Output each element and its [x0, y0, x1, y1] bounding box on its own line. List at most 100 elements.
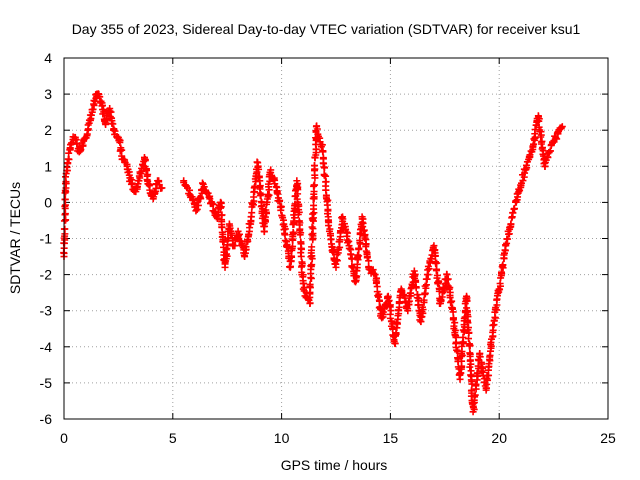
data-point [65, 155, 73, 163]
data-point [308, 223, 316, 231]
data-point [309, 210, 317, 218]
data-point [425, 265, 433, 273]
data-point [325, 222, 333, 230]
data-point [552, 134, 560, 142]
data-point [483, 380, 491, 388]
data-point [476, 353, 484, 361]
data-point [546, 147, 554, 155]
data-point [267, 169, 275, 177]
data-point [502, 241, 510, 249]
data-point [553, 135, 561, 143]
data-point [200, 183, 208, 191]
y-tick-label: 4 [44, 50, 52, 66]
data-point [522, 161, 530, 169]
data-point [319, 147, 327, 155]
data-point [339, 215, 347, 223]
data-point [378, 310, 386, 318]
data-point [223, 245, 231, 253]
data-point [448, 297, 456, 305]
data-point [365, 257, 373, 265]
x-tick-label: 10 [274, 430, 290, 446]
data-point [374, 292, 382, 300]
data-point [465, 329, 473, 337]
data-point [446, 291, 454, 299]
data-point [447, 298, 455, 306]
data-point [226, 222, 234, 230]
data-point [235, 230, 243, 238]
data-point [196, 193, 204, 201]
y-tick-label: 1 [44, 158, 52, 174]
data-point [439, 283, 447, 291]
data-point [479, 368, 487, 376]
y-tick-label: -1 [40, 231, 53, 247]
y-tick-label: -4 [40, 339, 53, 355]
data-point [499, 261, 507, 269]
data-point [432, 267, 440, 275]
data-point [459, 333, 467, 341]
data-point [512, 197, 520, 205]
data-point [255, 173, 263, 181]
data-point [466, 342, 474, 350]
data-point [418, 303, 426, 311]
data-point [337, 228, 345, 236]
data-point [193, 205, 201, 213]
data-point [355, 252, 363, 260]
data-point [288, 253, 296, 261]
x-tick-label: 0 [60, 430, 68, 446]
data-point [306, 290, 314, 298]
data-point [379, 308, 387, 316]
data-point [338, 214, 346, 222]
chart-title: Day 355 of 2023, Sidereal Day-to-day VTE… [72, 21, 581, 37]
data-point [371, 271, 379, 279]
data-point [471, 391, 479, 399]
data-point [158, 184, 166, 192]
data-point [511, 205, 519, 213]
data-point [465, 335, 473, 343]
data-point [141, 157, 149, 165]
data-point [65, 149, 73, 157]
data-point [433, 259, 441, 267]
x-tick-label: 20 [491, 430, 507, 446]
data-point [217, 204, 225, 212]
data-point [309, 225, 317, 233]
y-tick-label: -6 [40, 411, 53, 427]
y-tick-label: -5 [40, 375, 53, 391]
data-point [310, 162, 318, 170]
data-point [192, 207, 200, 215]
data-point [261, 213, 269, 221]
data-point [142, 165, 150, 173]
data-point [306, 280, 314, 288]
data-point [485, 362, 493, 370]
data-point [298, 260, 306, 268]
data-point [498, 270, 506, 278]
data-point [128, 179, 136, 187]
y-axis-label: SDTVAR / TECUs [7, 182, 23, 294]
data-point [295, 208, 303, 216]
data-point [496, 286, 504, 294]
grid [64, 58, 608, 419]
data-point [208, 200, 216, 208]
data-point [343, 229, 351, 237]
data-point [308, 231, 316, 238]
data-point [262, 208, 270, 216]
data-point [431, 252, 439, 260]
data-point [427, 255, 435, 263]
data-point [443, 276, 451, 284]
data-point [289, 228, 297, 236]
data-point [109, 120, 117, 128]
data-point [77, 146, 85, 154]
data-point [456, 369, 464, 377]
data-point [355, 244, 363, 252]
data-point [353, 264, 361, 272]
x-axis-label: GPS time / hours [281, 457, 388, 473]
data-point [470, 405, 478, 413]
x-tick-label: 25 [600, 430, 616, 446]
data-point [437, 297, 445, 305]
data-point [404, 305, 412, 313]
data-point [308, 243, 316, 251]
data-point [333, 257, 341, 265]
data-point [223, 252, 231, 260]
data-point [370, 269, 378, 277]
data-point [375, 290, 383, 298]
